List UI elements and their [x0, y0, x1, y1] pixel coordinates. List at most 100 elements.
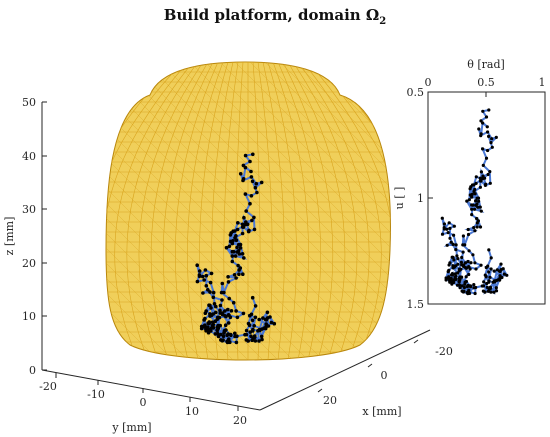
toolpath-node	[207, 320, 211, 324]
toolpath-node	[261, 316, 265, 320]
toolpath-node	[487, 108, 491, 112]
toolpath-node	[447, 275, 451, 279]
toolpath-node	[489, 290, 493, 294]
toolpath-node	[255, 190, 259, 195]
toolpath-node	[208, 303, 212, 308]
z-tick-label: 10	[22, 310, 36, 323]
toolpath-node	[486, 289, 490, 293]
toolpath-node	[230, 259, 235, 264]
toolpath-node	[470, 195, 474, 199]
toolpath-node	[237, 268, 241, 272]
y-tick-label: 10	[185, 405, 199, 418]
theta-tick-label: 0.5	[477, 76, 495, 89]
toolpath-node	[474, 267, 478, 271]
toolpath-node	[269, 320, 274, 325]
toolpath-node	[450, 272, 454, 276]
main-axes	[41, 102, 431, 411]
toolpath-node	[257, 339, 261, 343]
toolpath-node	[240, 231, 245, 236]
toolpath-node	[494, 278, 499, 283]
toolpath-node	[475, 216, 479, 221]
toolpath-node	[260, 327, 264, 331]
toolpath-node	[484, 182, 488, 186]
toolpath-node	[502, 272, 506, 276]
toolpath-node	[505, 273, 509, 277]
toolpath-node	[235, 334, 239, 339]
toolpath-node	[461, 290, 465, 294]
toolpath-node	[481, 177, 485, 181]
toolpath-node	[218, 308, 222, 313]
toolpath-node	[460, 275, 464, 279]
x-tick-label: 0	[381, 369, 388, 382]
toolpath-node	[487, 279, 491, 283]
toolpath-node	[253, 339, 258, 343]
toolpath-node	[474, 285, 478, 290]
toolpath-node	[240, 252, 245, 256]
toolpath-node	[243, 153, 248, 158]
toolpath-node	[470, 207, 474, 211]
toolpath-main	[195, 152, 277, 345]
toolpath-node	[223, 309, 227, 313]
toolpath-node	[478, 225, 483, 229]
toolpath-node	[490, 145, 494, 149]
toolpath-node	[492, 269, 496, 273]
toolpath-node	[241, 311, 246, 316]
toolpath-node	[462, 285, 466, 290]
toolpath-node	[218, 311, 223, 315]
figure-title: Build platform, domain Ω2	[164, 6, 386, 27]
u-axis-label: u [ ]	[393, 187, 406, 210]
toolpath-node	[488, 275, 492, 279]
toolpath-node	[254, 181, 259, 186]
toolpath-node	[468, 187, 472, 191]
toolpath-node	[485, 285, 489, 289]
toolpath-node	[237, 252, 242, 256]
toolpath-node	[209, 271, 214, 276]
toolpath-node	[220, 339, 225, 343]
toolpath-node	[464, 275, 468, 279]
toolpath-node	[449, 240, 453, 244]
toolpath-node	[202, 278, 206, 282]
toolpath-node	[460, 263, 464, 267]
toolpath-node	[226, 321, 231, 325]
toolpath-node	[238, 172, 243, 176]
toolpath-node	[486, 264, 490, 268]
toolpath-node	[244, 328, 249, 333]
toolpath-node	[488, 286, 493, 290]
toolpath-node	[249, 169, 253, 174]
toolpath-node	[490, 137, 494, 141]
title-subscript: 2	[379, 16, 386, 27]
toolpath-node	[204, 284, 209, 288]
toolpath-node	[220, 281, 225, 286]
toolpath-node	[226, 280, 231, 284]
toolpath-node	[481, 163, 485, 167]
toolpath-node	[489, 256, 493, 260]
toolpath-node	[467, 272, 471, 277]
toolpath-node	[218, 323, 222, 328]
toolpath-node	[217, 315, 221, 320]
toolpath-node	[257, 317, 262, 322]
toolpath-node	[451, 266, 455, 270]
toolpath-node	[442, 226, 446, 230]
toolpath-node	[472, 226, 476, 230]
toolpath-node	[459, 260, 463, 264]
toolpath-node	[473, 261, 477, 265]
toolpath-node	[487, 270, 491, 274]
toolpath-node	[204, 273, 209, 278]
toolpath-node	[228, 315, 233, 320]
toolpath-node	[466, 283, 470, 288]
toolpath-node	[221, 334, 226, 339]
toolpath-node	[463, 280, 467, 284]
toolpath-node	[234, 340, 239, 345]
toolpath-node	[259, 334, 264, 339]
toolpath-node	[479, 170, 483, 174]
toolpath-node	[250, 338, 254, 343]
toolpath-node	[236, 263, 240, 268]
z-tick-label: 50	[22, 96, 36, 109]
toolpath-node	[208, 314, 212, 318]
toolpath-node	[473, 229, 477, 233]
y-axis-label: y [mm]	[111, 421, 151, 434]
theta-axis-label: θ [rad]	[467, 58, 505, 71]
toolpath-node	[498, 276, 502, 280]
theta-tick-label: 1	[539, 76, 546, 89]
toolpath-node	[461, 250, 465, 254]
